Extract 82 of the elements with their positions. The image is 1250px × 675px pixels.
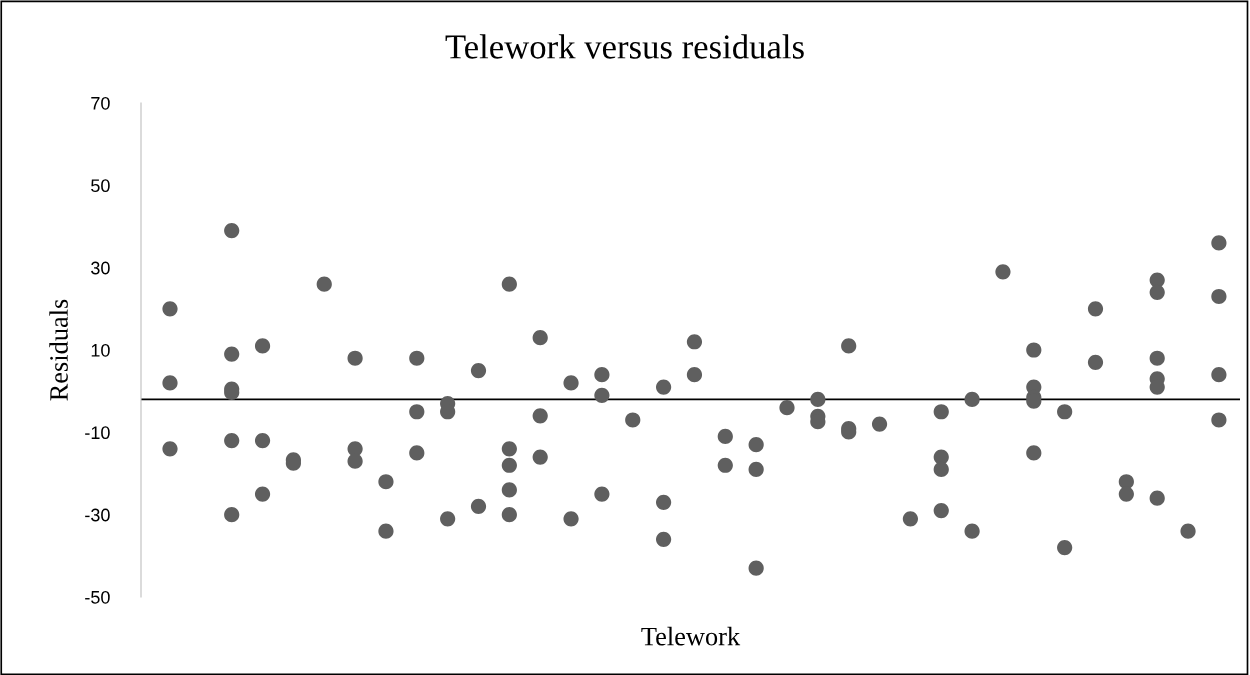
y-tick-label: -30	[85, 508, 110, 522]
point	[1026, 445, 1042, 461]
point	[224, 223, 240, 239]
point	[871, 416, 888, 432]
point	[470, 362, 487, 379]
point	[563, 375, 579, 391]
point	[655, 379, 672, 395]
point	[1087, 354, 1104, 370]
point	[162, 441, 178, 457]
point	[378, 523, 394, 539]
point	[748, 437, 764, 453]
point	[964, 523, 980, 539]
point	[347, 453, 363, 469]
point	[686, 334, 703, 350]
point	[347, 441, 363, 457]
point	[224, 432, 240, 449]
y-axis-title: Residuals	[49, 299, 68, 401]
y-tick-label: -10	[85, 426, 110, 440]
point	[655, 494, 672, 510]
point	[224, 507, 240, 523]
point	[655, 531, 672, 547]
point	[1180, 523, 1196, 539]
point	[470, 498, 487, 515]
point	[162, 375, 178, 391]
point	[625, 412, 641, 428]
point	[1211, 412, 1227, 428]
point	[440, 511, 456, 527]
point	[933, 502, 949, 519]
point	[254, 338, 271, 354]
point	[1118, 486, 1134, 502]
point	[532, 330, 548, 346]
point	[1057, 404, 1073, 420]
point	[810, 391, 826, 408]
point	[717, 428, 733, 445]
point	[1057, 539, 1073, 556]
point	[933, 404, 949, 420]
point	[1149, 350, 1165, 366]
point	[501, 441, 517, 457]
point	[254, 486, 271, 502]
point	[995, 264, 1011, 280]
point	[532, 449, 548, 465]
y-tick-label: 10	[91, 343, 110, 357]
point	[501, 457, 517, 473]
point	[378, 474, 394, 490]
point	[501, 507, 517, 523]
point	[409, 445, 425, 461]
point	[1149, 490, 1165, 506]
y-tick-label: 30	[91, 261, 110, 275]
point	[563, 511, 579, 527]
point	[501, 482, 517, 498]
y-tick-label: 50	[91, 179, 110, 193]
point	[1211, 288, 1227, 305]
point	[841, 338, 857, 354]
point	[594, 486, 610, 502]
point	[933, 461, 949, 477]
point	[686, 367, 703, 383]
point	[1211, 235, 1227, 251]
point	[779, 400, 795, 416]
point	[902, 511, 919, 527]
point	[1026, 342, 1042, 358]
point	[717, 457, 733, 473]
point	[532, 408, 548, 424]
point	[316, 276, 332, 292]
point	[162, 301, 178, 317]
y-tick-label: -50	[85, 590, 110, 604]
point	[964, 391, 980, 408]
point	[254, 432, 271, 449]
point	[409, 350, 425, 366]
point	[1211, 367, 1227, 383]
point	[224, 346, 240, 362]
point	[347, 350, 363, 366]
y-tick-label: 70	[91, 96, 110, 110]
point	[594, 387, 610, 403]
point	[748, 461, 764, 477]
point	[594, 367, 610, 383]
point	[409, 404, 425, 420]
x-axis-title: Telework	[641, 626, 741, 646]
point	[1087, 301, 1104, 317]
point	[748, 560, 764, 576]
point	[501, 276, 517, 292]
point	[1149, 284, 1165, 300]
chart-title: Telework versus residuals	[445, 34, 804, 59]
